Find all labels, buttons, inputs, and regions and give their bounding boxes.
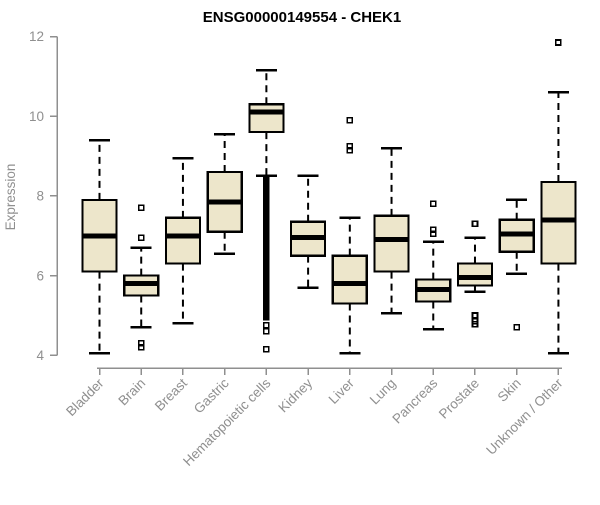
- x-tick-label-kidney: Kidney: [275, 375, 315, 415]
- outlier-point: [263, 346, 270, 353]
- iqr-box: [373, 214, 410, 273]
- x-tick-label-brain: Brain: [115, 376, 148, 409]
- box-prostate: [456, 220, 494, 328]
- box-gastric: [206, 132, 243, 255]
- box-bladder: [81, 138, 118, 355]
- box-pancreas: [415, 200, 452, 331]
- x-tick-label-pancreas: Pancreas: [389, 375, 440, 426]
- outlier-point: [513, 324, 521, 331]
- outlier-point: [263, 328, 270, 335]
- y-axis-title: Expression: [3, 164, 18, 231]
- box-skin: [498, 198, 535, 331]
- outlier-point: [471, 220, 479, 228]
- x-tick-label-lung: Lung: [367, 376, 399, 408]
- outlier-point: [137, 204, 145, 212]
- x-tick-label-bladder: Bladder: [63, 375, 107, 419]
- box-liver: [331, 116, 368, 355]
- y-tick-label-12: 12: [29, 29, 44, 44]
- box-hematopoietic-cells: [248, 69, 285, 353]
- outlier-point: [429, 226, 437, 234]
- outlier-point: [263, 322, 270, 329]
- outlier-point: [137, 340, 145, 347]
- iqr-box: [456, 262, 494, 287]
- box-kidney: [290, 174, 327, 289]
- box-breast: [164, 156, 202, 325]
- outlier-point: [263, 314, 270, 321]
- chart-title: ENSG00000149554 - CHEK1: [203, 9, 401, 26]
- box-unknown-other: [540, 39, 577, 355]
- iqr-box: [540, 180, 577, 265]
- x-tick-label-prostate: Prostate: [436, 376, 482, 422]
- outlier-point: [555, 39, 562, 46]
- outlier-point: [137, 344, 145, 351]
- outlier-point: [137, 234, 145, 242]
- outlier-point: [429, 230, 437, 238]
- x-tick-label-liver: Liver: [326, 375, 358, 407]
- box-brain: [123, 204, 160, 351]
- iqr-box: [164, 216, 202, 265]
- outlier-point: [346, 146, 354, 154]
- iqr-box: [248, 103, 285, 134]
- outlier-point: [471, 320, 479, 328]
- x-tick-label-skin: Skin: [495, 376, 524, 405]
- y-tick-label-10: 10: [29, 109, 44, 124]
- x-tick-label-gastric: Gastric: [191, 375, 232, 416]
- outlier-point: [429, 200, 437, 208]
- y-tick-label-6: 6: [36, 268, 44, 283]
- x-tick-label-breast: Breast: [152, 375, 190, 413]
- x-tick-label-unknown-other: Unknown / Other: [483, 375, 566, 458]
- outlier-point: [346, 142, 354, 150]
- iqr-box: [331, 254, 368, 305]
- y-tick-label-4: 4: [36, 348, 44, 363]
- y-tick-label-8: 8: [36, 189, 44, 204]
- box-lung: [373, 146, 410, 315]
- outlier-point: [346, 116, 354, 124]
- outlier-point: [471, 312, 479, 319]
